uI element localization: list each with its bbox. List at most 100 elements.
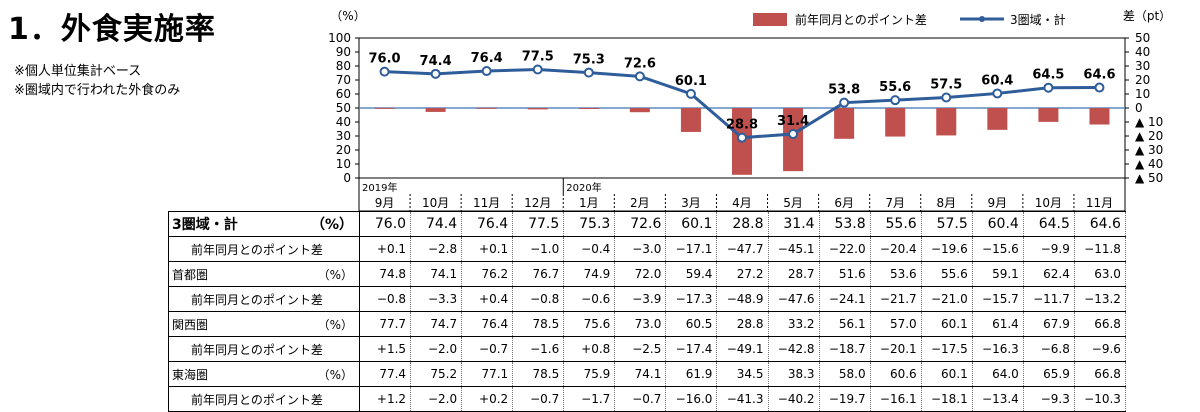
y-left-tick-label: 70 xyxy=(336,73,351,87)
table-cell: −0.6 xyxy=(563,286,616,312)
table-cell: 61.4 xyxy=(971,311,1024,337)
total-point xyxy=(1094,82,1105,93)
total-point xyxy=(890,95,901,106)
table-cell: −9.3 xyxy=(1022,386,1075,412)
row-label: 前年同月とのポイント差 xyxy=(168,286,360,312)
table-cell: −41.3 xyxy=(716,386,769,412)
table-cell: −2.0 xyxy=(410,386,463,412)
difference-bar xyxy=(629,108,650,113)
total-data-label: 60.4 xyxy=(981,73,1013,88)
table-cell: 59.4 xyxy=(665,261,718,287)
table-cell: −47.6 xyxy=(767,286,820,312)
total-data-label: 77.5 xyxy=(522,50,554,65)
table-cell: 27.2 xyxy=(716,261,769,287)
difference-bar xyxy=(1038,108,1059,122)
year-label: 2019年 xyxy=(362,181,397,194)
y-right-tick-label: 20 xyxy=(1135,73,1150,87)
table-cell: +0.1 xyxy=(461,236,514,262)
table-cell: −0.7 xyxy=(512,386,565,412)
table-cell: 60.6 xyxy=(869,361,922,387)
legend-swatch-bar xyxy=(753,13,787,26)
table-cell: 38.3 xyxy=(767,361,820,387)
table-cell: 74.4 xyxy=(410,211,463,237)
table-cell: −0.4 xyxy=(563,236,616,262)
row-label-text: 首都圏 xyxy=(172,267,209,282)
category-label: 1月 xyxy=(579,196,599,210)
table-cell: −48.9 xyxy=(716,286,769,312)
category-label: 4月 xyxy=(732,196,752,210)
row-unit: （%） xyxy=(310,217,353,233)
row-label: 3圏域・計 （%） xyxy=(168,211,360,237)
row-label-text: 関西圏 xyxy=(172,317,209,332)
table-cell: −47.7 xyxy=(716,236,769,262)
table-cell: 78.5 xyxy=(512,311,565,337)
table-cell: −17.1 xyxy=(665,236,718,262)
table-cell: 60.5 xyxy=(665,311,718,337)
y-right-tick-label: 40 xyxy=(1135,45,1150,59)
total-data-label: 64.5 xyxy=(1032,68,1064,83)
y-right-unit: 差（pt） xyxy=(1123,9,1171,23)
y-left-tick-label: 90 xyxy=(336,45,351,59)
table-cell: −9.6 xyxy=(1073,336,1126,362)
row-label-text: 前年同月とのポイント差 xyxy=(191,292,323,307)
table-cell: +0.1 xyxy=(358,236,412,262)
table-cell: −18.7 xyxy=(818,336,871,362)
table-cell: 76.0 xyxy=(358,211,412,237)
table-cell: −2.0 xyxy=(410,336,463,362)
y-left-unit: （%） xyxy=(330,9,365,23)
table-cell: 67.9 xyxy=(1022,311,1075,337)
difference-bar xyxy=(885,108,906,137)
total-data-label: 28.8 xyxy=(726,118,758,133)
y-left-tick-label: 80 xyxy=(336,59,351,73)
y-right-tick-label: 30 xyxy=(1135,59,1150,73)
y-right-tick-label: 50 xyxy=(1135,31,1150,45)
category-label: 3月 xyxy=(681,196,701,210)
table-cell: −11.8 xyxy=(1073,236,1126,262)
total-data-label: 53.8 xyxy=(828,83,860,98)
category-label: 10月 xyxy=(422,196,449,210)
total-data-label: 60.1 xyxy=(675,74,707,89)
table-cell: −42.8 xyxy=(767,336,820,362)
total-point xyxy=(532,64,543,75)
legend-label-line: 3圏域・計 xyxy=(1010,12,1066,27)
table-cell: 77.1 xyxy=(461,361,514,387)
table-row: 前年同月とのポイント差 +1.2 −2.0 +0.2 −0.7 −1.7 −0.7 −16.0… xyxy=(168,386,1126,412)
total-data-label: 76.4 xyxy=(471,51,503,66)
total-point xyxy=(583,67,594,78)
total-point xyxy=(430,68,441,79)
table-cell: 51.6 xyxy=(818,261,871,287)
y-left-tick-label: 40 xyxy=(336,115,351,129)
table-cell: 60.1 xyxy=(920,311,973,337)
table-cell: 73.0 xyxy=(614,311,667,337)
total-point xyxy=(481,66,492,77)
table-cell: 75.2 xyxy=(410,361,463,387)
table-cell: −17.3 xyxy=(665,286,718,312)
table-cell: −13.4 xyxy=(971,386,1024,412)
table-cell: 64.0 xyxy=(971,361,1024,387)
table-cell: 76.7 xyxy=(512,261,565,287)
category-label: 7月 xyxy=(885,196,905,210)
table-cell: −40.2 xyxy=(767,386,820,412)
y-right-tick-label: ▲ 30 xyxy=(1135,143,1163,157)
table-cell: 77.7 xyxy=(358,311,412,337)
table-cell: −17.5 xyxy=(920,336,973,362)
table-cell: 76.4 xyxy=(461,311,514,337)
table-cell: −1.7 xyxy=(563,386,616,412)
difference-bar xyxy=(936,108,957,136)
difference-bar xyxy=(680,108,701,132)
y-left-tick-label: 100 xyxy=(328,31,351,45)
table-cell: 63.0 xyxy=(1073,261,1126,287)
total-data-label: 72.6 xyxy=(624,56,656,71)
difference-bar xyxy=(1089,108,1110,125)
table-cell: 64.6 xyxy=(1073,211,1126,237)
table-cell: 34.5 xyxy=(716,361,769,387)
total-data-label: 76.0 xyxy=(368,52,400,67)
row-unit: （%） xyxy=(317,367,353,382)
table-cell: −22.0 xyxy=(818,236,871,262)
total-point xyxy=(379,66,390,77)
year-label: 2020年 xyxy=(566,181,601,194)
y-right-tick-label: ▲ 20 xyxy=(1135,129,1163,143)
total-point xyxy=(737,132,747,143)
total-data-label: 75.3 xyxy=(573,53,605,68)
y-right-tick-label: ▲ 50 xyxy=(1135,171,1163,185)
